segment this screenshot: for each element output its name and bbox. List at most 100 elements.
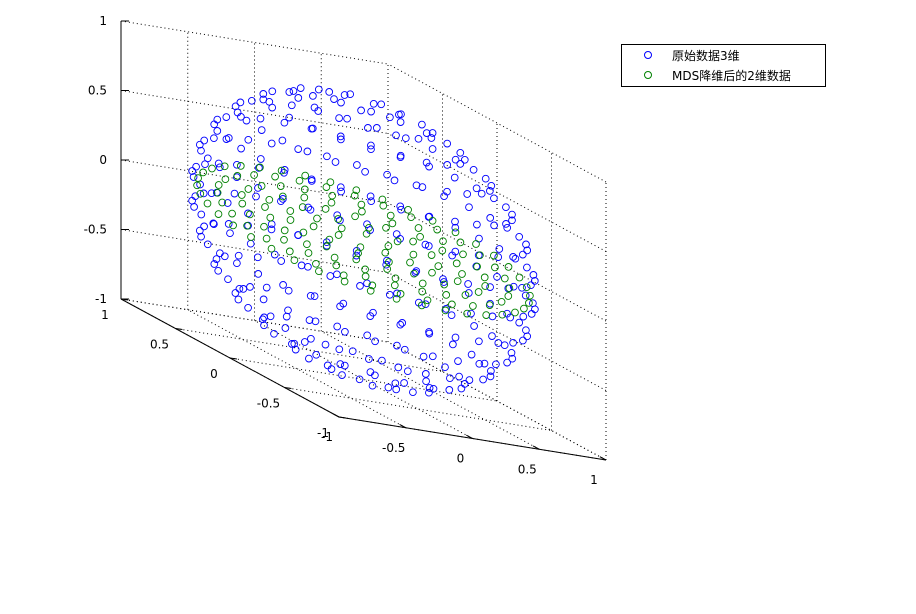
data-point-original xyxy=(256,114,265,123)
data-point-original xyxy=(465,376,474,384)
data-point-original xyxy=(463,190,472,198)
data-point-original xyxy=(425,388,433,397)
z-tick-label: 0 xyxy=(99,153,107,167)
data-point-mds xyxy=(334,215,342,223)
data-point-original xyxy=(455,372,463,381)
data-point-original xyxy=(246,239,255,248)
data-point-original xyxy=(456,160,465,168)
data-point-original xyxy=(201,160,209,169)
data-point-mds xyxy=(379,201,388,210)
data-point-original xyxy=(467,350,476,359)
data-point-mds xyxy=(322,183,331,191)
data-point-original xyxy=(235,284,244,293)
data-point-original xyxy=(200,136,209,145)
data-point-original xyxy=(213,127,222,135)
data-point-mds xyxy=(321,205,330,213)
data-point-mds xyxy=(453,277,462,286)
data-point-mds xyxy=(442,291,451,299)
data-point-original xyxy=(336,132,345,141)
data-point-original xyxy=(502,220,510,228)
data-point-original xyxy=(400,345,409,354)
legend: 原始数据3维 MDS降维后的2维数据 xyxy=(621,44,826,87)
data-point-mds xyxy=(438,246,447,255)
data-point-original xyxy=(254,184,262,192)
data-point-mds xyxy=(262,234,271,243)
x-tick-label: 1 xyxy=(590,473,598,487)
data-point-original xyxy=(383,256,391,265)
data-point-mds xyxy=(500,274,509,283)
data-point-mds xyxy=(504,263,513,271)
data-point-original xyxy=(443,161,452,169)
data-point-mds xyxy=(526,291,534,300)
data-point-original xyxy=(338,371,346,379)
data-point-mds xyxy=(276,182,285,190)
data-point-original xyxy=(287,101,296,110)
data-point-original xyxy=(394,363,403,372)
y-tick-mark xyxy=(229,357,238,360)
data-point-original xyxy=(242,116,251,125)
data-point-mds xyxy=(298,203,307,211)
data-point-mds xyxy=(473,262,481,271)
data-point-mds xyxy=(220,162,229,171)
data-point-mds xyxy=(260,222,268,231)
data-point-original xyxy=(479,375,487,384)
data-point-original xyxy=(277,257,286,265)
data-point-original xyxy=(397,110,405,119)
data-point-original xyxy=(527,310,536,318)
data-point-original xyxy=(414,134,423,143)
data-point-original xyxy=(509,253,517,261)
data-point-mds xyxy=(250,171,258,179)
data-point-original xyxy=(451,155,460,164)
data-point-original xyxy=(230,189,239,198)
data-point-original xyxy=(472,184,481,193)
data-point-original xyxy=(457,384,466,393)
data-point-mds xyxy=(474,288,483,296)
data-point-original xyxy=(305,316,314,324)
data-point-original xyxy=(348,347,357,356)
data-point-original xyxy=(306,205,315,214)
data-point-original xyxy=(418,183,427,191)
data-point-original xyxy=(451,223,460,232)
data-point-original xyxy=(188,167,197,175)
data-point-original xyxy=(336,183,345,192)
data-point-original xyxy=(306,291,315,300)
data-point-mds xyxy=(391,274,400,283)
data-point-mds xyxy=(381,248,390,257)
data-point-mds xyxy=(237,191,246,199)
data-point-original xyxy=(323,361,332,370)
data-point-original xyxy=(450,173,459,182)
data-point-original xyxy=(244,209,252,218)
data-point-original xyxy=(445,386,454,394)
data-point-mds xyxy=(229,221,237,230)
data-point-mds xyxy=(351,212,359,221)
data-point-original xyxy=(197,210,206,219)
data-point-original xyxy=(529,299,537,308)
data-point-original xyxy=(237,144,245,153)
data-point-mds xyxy=(361,272,370,281)
data-point-original xyxy=(244,303,252,312)
data-point-original xyxy=(392,385,401,394)
data-point-original xyxy=(222,113,231,121)
data-point-original xyxy=(449,340,457,349)
data-point-original xyxy=(488,332,496,340)
data-point-original xyxy=(390,176,399,185)
data-point-mds xyxy=(383,265,392,273)
data-point-original xyxy=(327,365,336,373)
data-point-original xyxy=(337,135,345,144)
data-point-mds xyxy=(452,259,461,268)
data-point-mds xyxy=(339,271,348,280)
legend-entry-original: 原始数据3维 xyxy=(622,47,825,65)
data-point-original xyxy=(314,107,323,115)
data-point-original xyxy=(473,220,481,229)
data-point-mds xyxy=(300,193,309,202)
data-point-original xyxy=(412,181,421,190)
data-point-original xyxy=(270,250,279,259)
data-point-mds xyxy=(390,281,399,290)
data-point-original xyxy=(400,379,408,387)
data-point-original xyxy=(279,281,287,289)
data-point-original xyxy=(305,354,313,363)
data-point-original xyxy=(522,326,530,335)
data-point-mds xyxy=(393,237,402,246)
data-point-original xyxy=(409,388,417,397)
data-point-original xyxy=(518,283,526,292)
